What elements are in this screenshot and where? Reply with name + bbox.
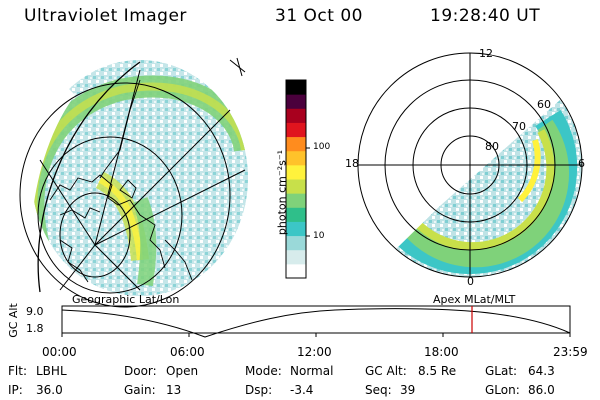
colorbar-swatch [286,263,306,279]
colorbar-frame [285,79,307,279]
door-value: Open [166,364,199,378]
seq-label: Seq: [365,383,392,397]
colorbar-swatch [286,108,306,123]
gain-label: Gain: [124,383,156,397]
timeline-ymax: 9.0 [26,305,44,318]
glon-value: 86.0 [528,383,555,397]
mlt-label-12: 12 [479,47,493,60]
colorbar-tick-10: 10 [313,231,325,241]
time-label: 19:28:40 UT [430,6,541,26]
mlt-label-0: 0 [467,275,474,288]
time-tick-0000: 00:00 [42,345,77,359]
mlt-label-6: 6 [578,157,585,170]
colorbar-swatch [286,94,306,109]
seq-value: 39 [400,383,416,397]
door-label: Door: [124,364,157,378]
ip-value: 36.0 [36,383,63,397]
mode-value: Normal [290,364,334,378]
gain-value: 13 [166,383,182,397]
geographic-coordinate-label: Geographic Lat/Lon [72,293,180,306]
lat-label-60: 60 [537,98,551,111]
dsp-label: Dsp: [245,383,273,397]
time-tick-1200: 12:00 [297,345,332,359]
apex-polar-plot [357,52,583,278]
timeline-plot [61,305,571,338]
colorbar-unit-label: photon cm⁻²s⁻¹ [275,149,289,236]
mode-label: Mode: [245,364,282,378]
colorbar-swatch [286,207,306,222]
gcalt-label: GC Alt: [365,364,407,378]
date-label: 31 Oct 00 [275,6,363,26]
colorbar-swatch [286,221,306,237]
lat-label-70: 70 [512,120,526,133]
instrument-title: Ultraviolet Imager [24,6,187,26]
dsp-value: -3.4 [290,383,314,397]
glat-label: GLat: [485,364,518,378]
time-tick-0600: 06:00 [170,345,205,359]
altitude-curve [61,308,571,338]
mlt-label-18: 18 [345,157,359,170]
glat-value: 64.3 [528,364,555,378]
timeline-ymin: 1.8 [26,322,44,335]
filter-label: Flt: [8,364,27,378]
time-tick-2359: 23:59 [553,345,588,359]
ip-label: IP: [8,383,23,397]
colorbar-tick-100: 100 [313,142,331,152]
colorbar-swatch [286,235,306,251]
colorbar-swatch [286,249,306,265]
colorbar [285,79,310,279]
glon-label: GLon: [485,383,520,397]
filter-value: LBHL [36,364,67,378]
colorbar-swatch [286,179,306,194]
colorbar-swatch [286,80,306,95]
geographic-globe [19,57,248,308]
time-tick-1800: 18:00 [424,345,459,359]
colorbar-swatch [286,136,306,152]
colorbar-swatch [286,164,306,180]
colorbar-swatch [286,122,306,138]
timeline-panel: Geographic Lat/Lon Apex MLat/MLT GC Alt … [0,290,600,360]
apex-coordinate-label: Apex MLat/MLT [433,293,516,306]
lat-label-80: 80 [485,140,499,153]
colorbar-swatch [286,193,306,208]
colorbar-swatch [286,150,306,166]
gcalt-value: 8.5 Re [418,364,457,378]
